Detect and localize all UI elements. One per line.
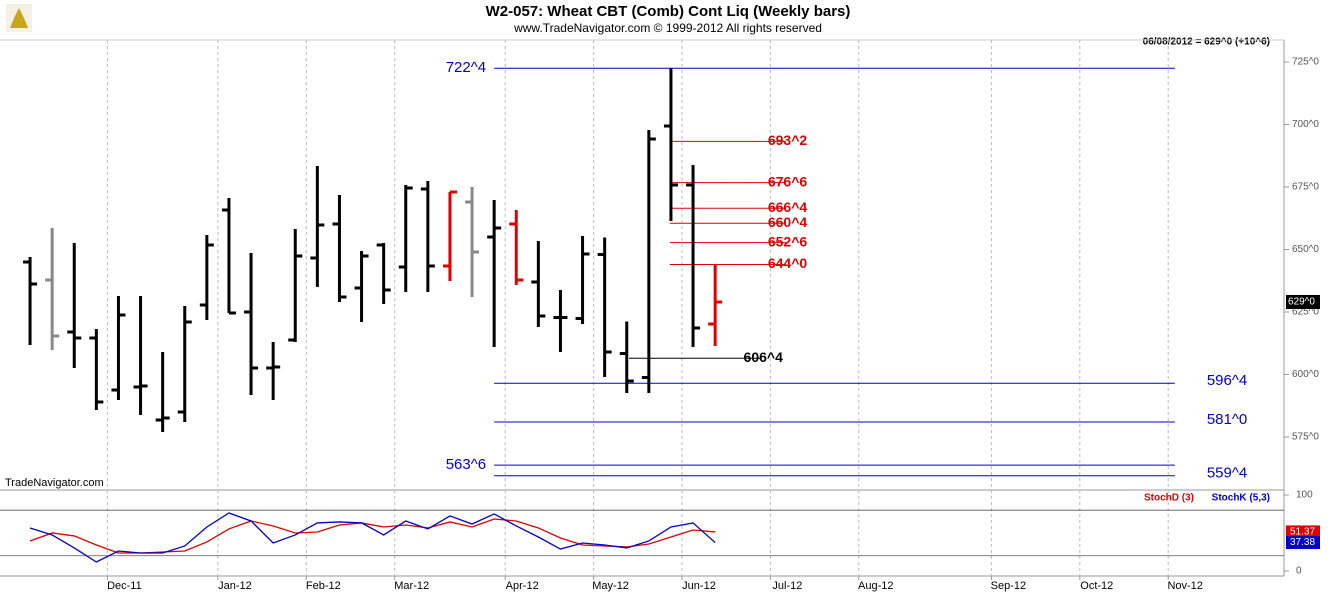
y-tick-label: 100	[1296, 490, 1313, 501]
x-tick-label: Apr-12	[506, 580, 539, 592]
chart-subtitle: www.TradeNavigator.com © 1999-2012 All r…	[513, 21, 822, 35]
y-tick-label: 575^0	[1292, 432, 1319, 443]
x-tick-label: Dec-11	[107, 580, 142, 592]
last-value-label: 37.38	[1290, 537, 1315, 548]
retracement-label: 666^4	[768, 199, 808, 215]
level-label: 563^6	[446, 456, 486, 473]
y-tick-label: 650^0	[1292, 244, 1319, 255]
watermark: TradeNavigator.com	[5, 477, 104, 489]
x-tick-label: Jan-12	[218, 580, 252, 592]
x-tick-label: Jul-12	[772, 580, 802, 592]
legend-entry: StochD (3)	[1144, 493, 1194, 504]
level-label: 722^4	[446, 59, 486, 76]
last-price-label: 629^0	[1288, 297, 1315, 308]
x-tick-label: Nov-12	[1167, 580, 1202, 592]
x-tick-label: Sep-12	[991, 580, 1026, 592]
x-tick-label: May-12	[592, 580, 629, 592]
chart-title: W2-057: Wheat CBT (Comb) Cont Liq (Weekl…	[486, 3, 851, 20]
last-value-box	[1286, 536, 1320, 550]
x-tick-label: Feb-12	[306, 580, 341, 592]
x-tick-label: Mar-12	[394, 580, 429, 592]
last-value-box	[1286, 525, 1320, 539]
level-label: 596^4	[1207, 372, 1247, 389]
level-label: 581^0	[1207, 411, 1247, 428]
legend-entry: StochK (5,3)	[1212, 493, 1270, 504]
retracement-label: 660^4	[768, 214, 808, 230]
x-tick-label: Oct-12	[1080, 580, 1113, 592]
retracement-label: 693^2	[768, 132, 808, 148]
y-tick-label: 700^0	[1292, 119, 1319, 130]
plot: 722^4 596^4 581^0 563^6 559^4 693^2 676^6 666^4…	[23, 59, 1320, 563]
last-price-box	[1286, 295, 1320, 309]
y-tick-label: 725^0	[1292, 57, 1319, 68]
grid: Dec-11 Jan-12 Feb-12 Mar-12 Apr-12 May-12 Jun-…	[0, 40, 1319, 592]
level-label: 559^4	[1207, 465, 1247, 482]
y-tick-label: 0	[1296, 566, 1302, 577]
logo-shape	[10, 8, 28, 28]
y-tick-label: 675^0	[1292, 182, 1319, 193]
x-tick-label: Aug-12	[858, 580, 893, 592]
retracement-label: 644^0	[768, 255, 808, 271]
x-tick-label: Jun-12	[682, 580, 716, 592]
stoch-line	[29, 512, 716, 563]
retracement-label: 652^6	[768, 233, 808, 249]
y-tick-label: 625^0	[1292, 307, 1319, 318]
y-tick-label: 600^0	[1292, 369, 1319, 380]
quote: 06/08/2012 = 629^0 (+10^6)	[1143, 37, 1270, 48]
retracement-label: 606^4	[744, 349, 784, 365]
retracement-label: 676^6	[768, 173, 808, 189]
logo	[6, 4, 32, 32]
last-value-label: 51.37	[1290, 527, 1315, 538]
